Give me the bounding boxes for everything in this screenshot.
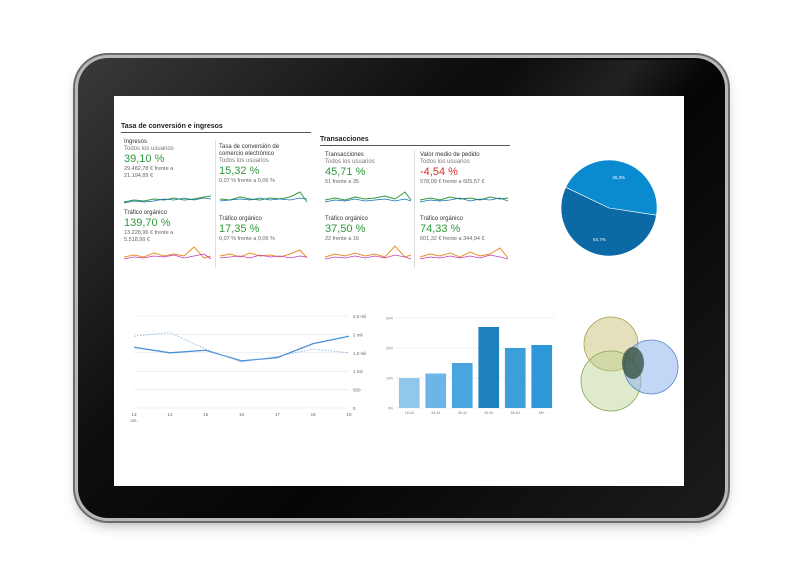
y-tick-label: 2,5 mil xyxy=(353,314,366,319)
line-chart: 2,5 mil 2 mil 1,5 mil 1 mil 500 0 13 14 15 16 17 18… xyxy=(130,314,366,423)
card-label: Valor medio de pedido xyxy=(420,152,480,158)
bar-chart: 30% 20% 10% 0% 18-24 25-34 35-44 45-54 55-64 65+ xyxy=(386,317,555,415)
card-note: 601,32 € frente a 344,94 € xyxy=(420,236,485,242)
pie-chart: 45,3% 54,7% xyxy=(560,159,658,257)
bar xyxy=(504,348,526,408)
card-note: 0,07 % frente a 0,06 % xyxy=(219,178,275,184)
y-tick-label: 0 xyxy=(353,406,356,411)
line-series-1 xyxy=(133,335,350,362)
card-valor-medio-pedido[interactable]: Valor medio de pedido Todos los usuarios… xyxy=(420,152,510,186)
venn-diagram xyxy=(580,316,679,412)
card-trafico-organico-ingresos[interactable]: Tráfico orgánico 139,70 % 13.228,96 € fr… xyxy=(124,210,214,244)
screen-glare xyxy=(483,60,717,100)
bar xyxy=(478,327,500,408)
card-value: 15,32 % xyxy=(219,165,260,177)
x-tick-label: 18-24 xyxy=(405,411,414,415)
y-tick-label: 1,5 mil xyxy=(353,351,366,356)
card-note: 578,09 € frente a 605,57 € xyxy=(420,179,485,185)
x-tick-label: 16 xyxy=(239,412,245,417)
bar xyxy=(425,373,447,408)
card-label: Tasa de conversión de comercio electróni… xyxy=(219,144,280,157)
card-value: 45,71 % xyxy=(325,166,366,178)
x-tick-label: 65+ xyxy=(539,411,545,415)
card-value: 39,10 % xyxy=(124,153,165,165)
card-note: 51 frente a 35 xyxy=(325,179,359,185)
sparkline-trafico-transacciones xyxy=(324,245,412,260)
sparklines xyxy=(123,191,509,260)
card-note: 22 frente a 16 xyxy=(325,236,359,242)
pie-slice-label: 45,3% xyxy=(612,175,625,180)
card-note: 13.228,96 € frente a 5.518,99 € xyxy=(124,230,174,243)
bar xyxy=(451,363,473,408)
card-label: Tráfico orgánico xyxy=(124,210,167,216)
x-tick-label: 14 xyxy=(167,412,173,417)
section-divider xyxy=(121,132,311,133)
card-transacciones[interactable]: Transacciones Todos los usuarios 45,71 %… xyxy=(325,152,415,186)
dashboard-screen: Tasa de conversión e ingresos Transaccio… xyxy=(114,96,684,486)
card-sub: Todos los usuarios xyxy=(124,146,174,152)
card-divider xyxy=(215,140,216,268)
pie-slice-label: 54,7% xyxy=(593,237,606,242)
bar xyxy=(398,378,420,408)
y-tick-label: 0% xyxy=(388,407,393,411)
sparkline-trafico-ingresos xyxy=(123,246,212,260)
card-trafico-organico-tasa[interactable]: Tráfico orgánico 17,35 % 0,07 % frente a… xyxy=(219,216,309,243)
section-divider xyxy=(320,145,510,146)
card-label: Ingresos xyxy=(124,139,148,145)
sparkline-tasa-conversion xyxy=(219,191,308,203)
card-sub: Todos los usuarios xyxy=(325,159,375,165)
card-value: -4,54 % xyxy=(420,166,458,178)
sparkline-valor-medio xyxy=(419,196,509,203)
card-label: Tráfico orgánico xyxy=(219,216,262,222)
card-sub: Todos los usuarios xyxy=(219,158,269,164)
card-label: Tráfico orgánico xyxy=(420,216,463,222)
card-note: 29.482,78 € frente a 21.194,89 € xyxy=(124,166,174,179)
card-value: 17,35 % xyxy=(219,223,260,235)
y-tick-label: 1 mil xyxy=(353,369,363,374)
y-tick-label: 30% xyxy=(386,317,393,321)
x-tick-label: 55-64 xyxy=(511,411,520,415)
card-value: 139,70 % xyxy=(124,217,171,229)
card-tasa-conversion[interactable]: Tasa de conversión de comercio electróni… xyxy=(219,144,309,185)
sparkline-trafico-tasa xyxy=(219,249,308,259)
x-tick-label: 15 xyxy=(203,412,209,417)
x-tick-label: 25-34 xyxy=(431,411,440,415)
x-sublabel: oct. xyxy=(130,418,137,423)
x-tick-label: 17 xyxy=(275,412,281,417)
card-ingresos[interactable]: Ingresos Todos los usuarios 39,10 % 29.4… xyxy=(124,139,214,180)
x-tick-label: 35-44 xyxy=(458,411,467,415)
card-label: Tráfico orgánico xyxy=(325,216,368,222)
y-tick-label: 10% xyxy=(386,377,393,381)
card-label: Transacciones xyxy=(325,152,364,158)
card-note: 0,07 % frente a 0,06 % xyxy=(219,236,275,242)
x-tick-label: 45-54 xyxy=(484,411,493,415)
bar xyxy=(531,345,553,408)
card-divider xyxy=(414,150,415,268)
card-trafico-organico-transacciones[interactable]: Tráfico orgánico 37,50 % 22 frente a 16 xyxy=(325,216,415,243)
x-tick-label: 19 xyxy=(346,412,352,417)
section-title-conversion: Tasa de conversión e ingresos xyxy=(121,123,223,130)
card-value: 74,33 % xyxy=(420,223,461,235)
venn-intersection xyxy=(622,347,644,379)
y-tick-label: 2 mil xyxy=(353,332,363,337)
card-sub: Todos los usuarios xyxy=(420,159,470,165)
sparkline-ingresos xyxy=(123,195,212,204)
x-tick-label: 18 xyxy=(311,412,317,417)
card-value: 37,50 % xyxy=(325,223,366,235)
x-tick-label: 13 xyxy=(131,412,137,417)
line-series-2 xyxy=(133,332,350,363)
y-tick-label: 20% xyxy=(386,347,393,351)
sparkline-trafico-valor xyxy=(419,247,509,260)
pie-slice xyxy=(565,159,658,216)
sparkline-transacciones xyxy=(324,191,412,203)
section-title-transacciones: Transacciones xyxy=(320,136,369,143)
card-trafico-organico-valor[interactable]: Tráfico orgánico 74,33 % 601,32 € frente… xyxy=(420,216,510,243)
pie-slice xyxy=(560,186,657,257)
y-tick-label: 500 xyxy=(353,388,361,393)
